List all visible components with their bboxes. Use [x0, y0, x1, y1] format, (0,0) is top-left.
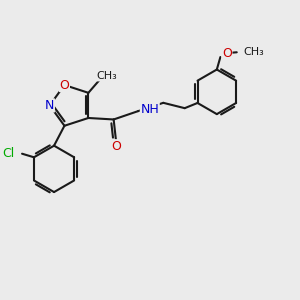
Text: CH₃: CH₃	[243, 47, 264, 57]
Text: Cl: Cl	[2, 147, 14, 160]
Text: NH: NH	[140, 103, 159, 116]
Text: O: O	[222, 47, 232, 60]
Text: O: O	[59, 79, 69, 92]
Text: N: N	[45, 99, 54, 112]
Text: O: O	[111, 140, 121, 153]
Text: CH₃: CH₃	[97, 71, 118, 81]
